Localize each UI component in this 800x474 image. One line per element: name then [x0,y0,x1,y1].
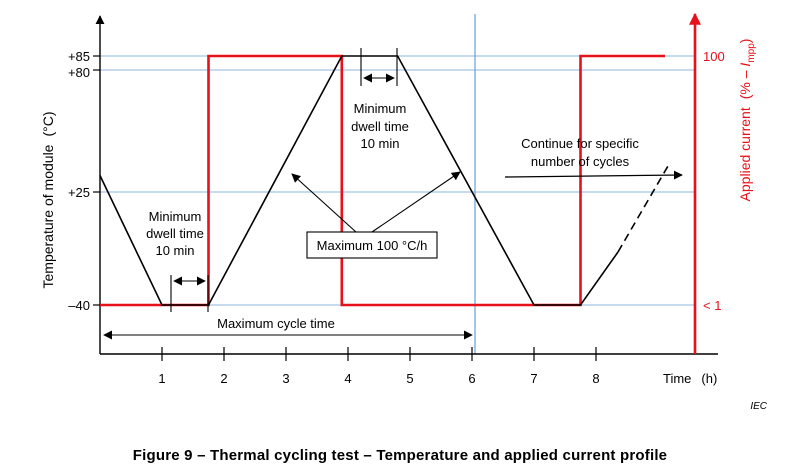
ramp-rate-box [306,231,438,259]
dwell-high-line1: Minimum [354,101,407,116]
y-tick-85: +85 [68,49,90,64]
dwell-bracket-high [360,48,398,86]
ramp-arrow-down [371,171,461,233]
y-right-tick-100: 100 [703,49,725,64]
x-tick-4: 4 [344,371,351,386]
x-tick-1: 1 [158,371,165,386]
temperature-continuation [617,165,669,253]
dwell-bracket-low [170,275,209,312]
dwell-low-line1: Minimum [149,209,202,224]
ramp-rate-label: Maximum 100 °C/h [317,238,428,253]
x-tick-3: 3 [282,371,289,386]
current-profile [100,54,665,307]
y-right-tick-lt1: < 1 [703,298,721,313]
iec-watermark: IEC [750,401,767,412]
dwell-low-line3: 10 min [155,243,194,258]
dwell-high-line3: 10 min [360,136,399,151]
x-axis-label: Time (h) [663,371,717,386]
x-tick-5: 5 [406,371,413,386]
temperature-profile [99,55,619,306]
y-left-title: Temperature of module(°C) [40,111,56,288]
y-tick-minus40: –40 [68,298,90,313]
cycle-time-label: Maximum cycle time [217,316,335,331]
continue-line1: Continue for specific [521,136,639,151]
guide-lines [100,55,695,306]
x-tick-marks [161,347,597,361]
x-tick-7: 7 [530,371,537,386]
x-tick-labels: 1 2 3 4 5 6 7 8 [158,371,599,386]
y-right-title: Applied current(% – Impp) [737,39,757,202]
dwell-high-line2: dwell time [351,119,409,134]
figure-caption: Figure 9 – Thermal cycling test – Temper… [133,447,667,464]
y-tick-25: +25 [68,185,90,200]
ramp-arrow-up [291,173,357,233]
x-tick-6: 6 [468,371,475,386]
x-tick-8: 8 [592,371,599,386]
x-tick-2: 2 [220,371,227,386]
y-tick-80: +80 [68,65,90,80]
continue-line2: number of cycles [531,154,630,169]
y-left-tick-marks [93,55,100,306]
continue-arrow [504,170,683,180]
dwell-low-line2: dwell time [146,226,204,241]
